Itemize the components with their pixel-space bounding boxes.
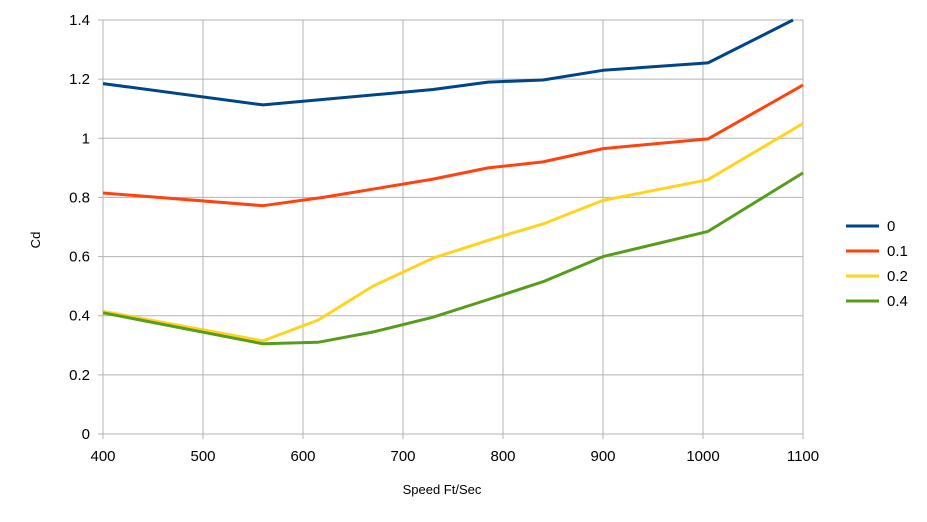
x-tick-label: 700 — [390, 448, 415, 465]
y-tick-label: 0 — [82, 426, 90, 443]
legend: 0 0.1 0.2 0.4 — [846, 218, 908, 310]
series-line-2 — [102, 122, 804, 343]
series-line-3 — [102, 171, 804, 346]
x-tick-label: 900 — [590, 448, 615, 465]
x-tick-label: 500 — [190, 448, 215, 465]
y-tick-label: 0.4 — [69, 308, 90, 325]
legend-label: 0.1 — [887, 243, 908, 260]
y-axis-title: Cd — [28, 232, 43, 249]
tick-labels: 400 500 600 700 800 900 1000 1100 0 0.2 0.4 0.6 0.8 1… — [69, 12, 819, 465]
grid — [98, 19, 804, 439]
y-tick-label: 0.2 — [69, 367, 90, 384]
series-lines — [102, 18, 804, 346]
legend-label: 0.4 — [887, 293, 908, 310]
x-tick-label: 800 — [490, 448, 515, 465]
y-tick-label: 0.8 — [69, 189, 90, 206]
y-tick-label: 0.6 — [69, 249, 90, 266]
legend-label: 0 — [887, 218, 895, 235]
series-line-0 — [102, 18, 794, 107]
x-tick-label: 1100 — [787, 448, 819, 465]
y-tick-label: 1 — [82, 130, 90, 147]
y-tick-label: 1.2 — [69, 71, 90, 88]
x-axis-title: Speed Ft/Sec — [403, 482, 482, 497]
x-tick-label: 1000 — [686, 448, 719, 465]
y-tick-label: 1.4 — [69, 12, 90, 29]
x-tick-label: 600 — [290, 448, 315, 465]
legend-label: 0.2 — [887, 268, 908, 285]
x-tick-label: 400 — [90, 448, 115, 465]
series-line-1 — [102, 83, 804, 208]
